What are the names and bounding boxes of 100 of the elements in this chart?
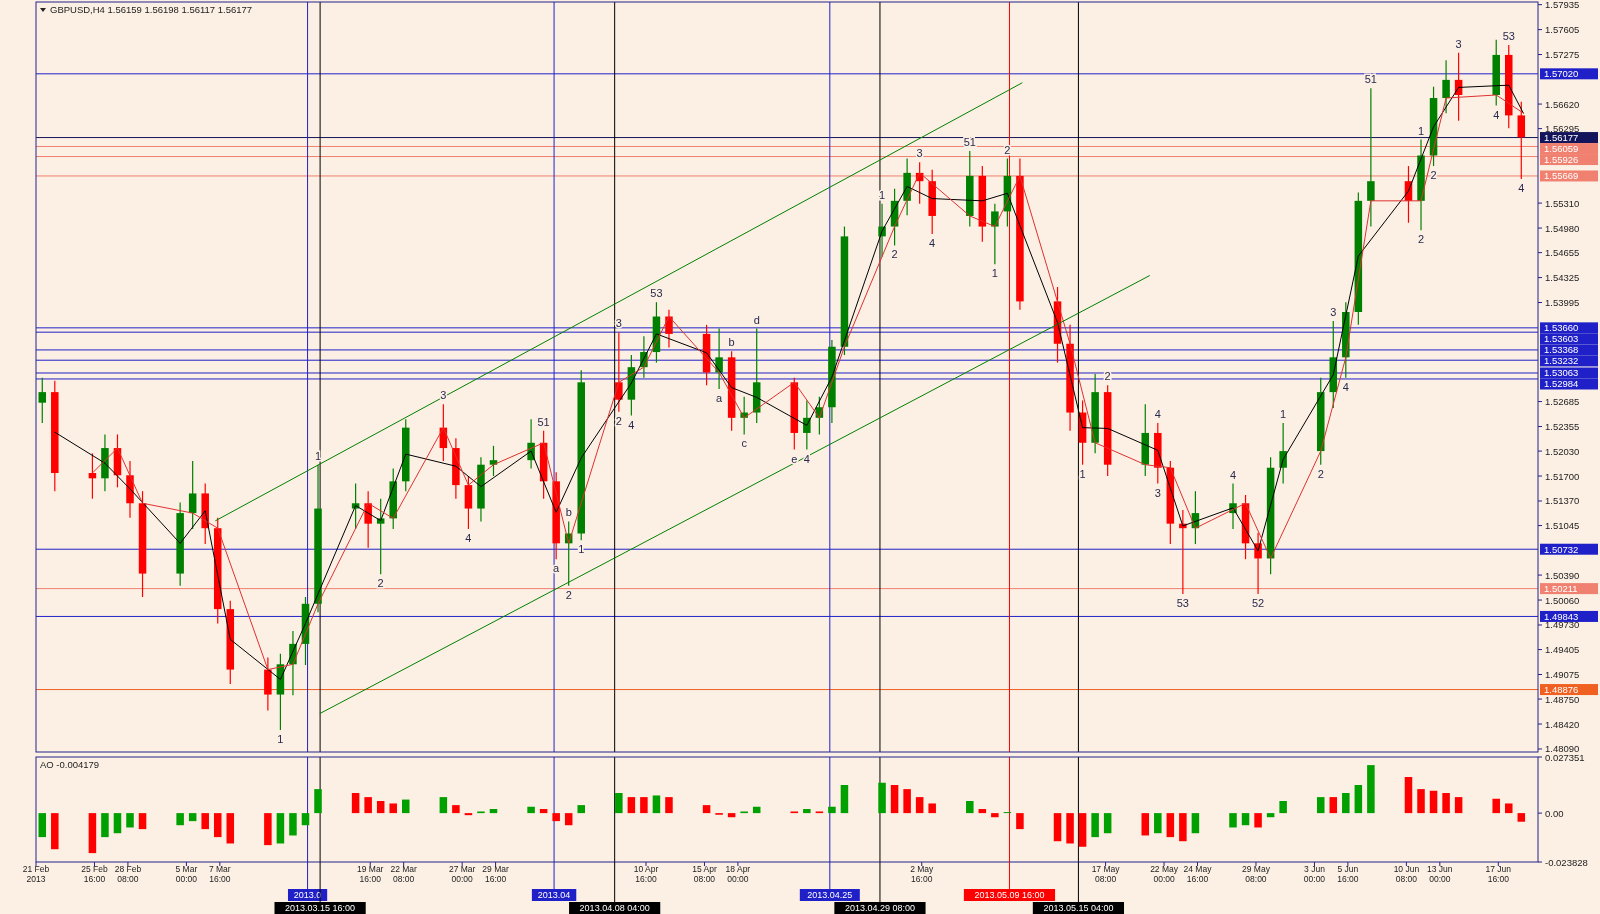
- ref-line-label: 2013.05.15 04:00: [1043, 903, 1114, 913]
- annotation: b: [728, 336, 735, 349]
- annotation: 2: [565, 588, 572, 601]
- x-tick-label: 29 May 08:00: [1242, 864, 1271, 884]
- ref-line-label: 1.53063: [1544, 367, 1579, 379]
- annotation: 1: [878, 188, 886, 201]
- annotation: 2: [1104, 370, 1111, 383]
- ref-line-label: 2013.05.09 16:00: [974, 890, 1045, 900]
- x-tick-label: 29 Mar 16:00: [482, 864, 509, 884]
- annotation: 2: [377, 577, 384, 590]
- annotation: 4: [1518, 181, 1525, 194]
- x-tick-label: 10 Jun 08:00: [1393, 864, 1420, 884]
- annotation: 53: [1176, 596, 1189, 609]
- x-tick-label: 24 May 16:00: [1183, 864, 1213, 884]
- x-tick-label: 27 Mar 00:00: [448, 864, 476, 884]
- annotation: 4: [1493, 108, 1500, 121]
- y-tick-label: 1.48420: [1545, 718, 1580, 730]
- ref-line-label: 2013.04.08 04:00: [579, 903, 650, 913]
- annotation: 53: [650, 287, 663, 300]
- x-tick-label: 3 Jun 00:00: [1303, 864, 1326, 884]
- x-tick-label: 21 Feb 2013: [22, 864, 50, 884]
- y-tick-label: 1.49730: [1545, 619, 1580, 631]
- y-tick-label: 1.57275: [1545, 49, 1580, 61]
- chart-title: GBPUSD,H4 1.56159 1.56198 1.56117 1.56177: [50, 4, 253, 15]
- annotation: 4: [1342, 380, 1349, 393]
- y-tick-label: 1.51700: [1545, 470, 1580, 482]
- y-tick-label: 0.00: [1545, 807, 1564, 819]
- ref-line-label: 1.53660: [1544, 322, 1579, 334]
- y-tick-label: 1.54325: [1545, 272, 1580, 284]
- annotation: 3: [1455, 37, 1462, 50]
- annotation: c: [741, 437, 748, 450]
- ref-line-label: 2013.0: [293, 890, 322, 900]
- y-tick-label: 1.57605: [1545, 24, 1580, 36]
- x-tick-label: 28 Feb 08:00: [114, 864, 142, 884]
- ref-line-label: 2013.04.29 08:00: [844, 903, 915, 913]
- y-tick-label: 1.52685: [1545, 396, 1580, 408]
- ref-line-label: 1.55669: [1544, 170, 1579, 182]
- x-tick-label: 15 Apr 08:00: [692, 864, 717, 884]
- x-tick-label: 2 May 16:00: [910, 864, 935, 884]
- annotation: 1: [1280, 408, 1287, 421]
- annotation: b: [565, 506, 572, 519]
- ref-line-label: 1.50732: [1544, 543, 1579, 555]
- annotation: 1: [1417, 124, 1425, 137]
- annotation: 3: [1154, 486, 1161, 499]
- ref-line-label: 1.53232: [1544, 355, 1579, 367]
- x-tick-label: 13 Jun 00:00: [1427, 864, 1453, 884]
- y-tick-label: 1.52355: [1545, 421, 1580, 433]
- annotation: 2: [1430, 169, 1437, 182]
- annotation: 3: [916, 147, 923, 160]
- ref-line-label: 1.53603: [1544, 333, 1579, 345]
- annotation: 51: [537, 415, 550, 428]
- ref-line-label: 1.49843: [1544, 610, 1579, 622]
- x-tick-label: 5 Mar 00:00: [175, 864, 198, 884]
- annotation: e: [791, 452, 798, 465]
- annotation: 4: [628, 418, 635, 431]
- annotation: 3: [1330, 306, 1337, 319]
- annotation: 2: [1417, 233, 1425, 246]
- annotation: 1: [1079, 467, 1086, 480]
- annotation: 1: [991, 267, 998, 280]
- annotation: 1: [314, 449, 322, 462]
- annotation: 4: [465, 531, 472, 544]
- ref-line-label: 1.53368: [1544, 344, 1579, 356]
- annotation: 3: [615, 317, 622, 330]
- chart-title: AO -0.004179: [40, 759, 100, 770]
- annotation: 2: [615, 414, 622, 427]
- x-tick-label: 22 May 00:00: [1150, 864, 1179, 884]
- y-tick-label: 1.50390: [1545, 569, 1580, 581]
- annotation: 52: [1251, 596, 1265, 609]
- x-tick-label: 17 Jun 16:00: [1485, 864, 1512, 884]
- ref-line-label: 1.56059: [1544, 143, 1579, 155]
- ref-line-label: 1.52984: [1544, 378, 1579, 390]
- ref-line-label: 1.57020: [1544, 68, 1579, 80]
- y-tick-label: -0.023828: [1545, 856, 1588, 868]
- ref-line-label: 1.56177: [1544, 132, 1579, 144]
- annotation: d: [753, 313, 760, 326]
- y-tick-label: 1.55310: [1545, 197, 1580, 209]
- annotation: 3: [440, 389, 447, 402]
- annotation: 1: [277, 733, 284, 746]
- annotation: 1: [578, 543, 585, 556]
- y-tick-label: 1.53995: [1545, 297, 1580, 309]
- x-tick-label: 25 Feb 16:00: [81, 864, 108, 884]
- y-tick-label: 1.50060: [1545, 594, 1580, 606]
- y-tick-label: 1.54980: [1545, 222, 1580, 234]
- x-tick-label: 7 Mar 16:00: [208, 864, 231, 884]
- x-tick-label: 10 Apr 16:00: [633, 864, 659, 884]
- y-tick-label: 1.56620: [1545, 98, 1580, 110]
- x-tick-label: 22 Mar 08:00: [390, 864, 418, 884]
- y-tick-label: 1.49405: [1545, 644, 1580, 656]
- ref-line-label: 1.48876: [1544, 684, 1579, 696]
- y-tick-label: 1.51370: [1545, 495, 1580, 507]
- annotation: 2: [891, 248, 898, 261]
- ref-line-label: 1.50211: [1544, 583, 1578, 595]
- annotation: 4: [929, 237, 936, 250]
- x-tick-label: 18 Apr 00:00: [725, 864, 751, 884]
- annotation: 51: [1364, 73, 1377, 86]
- ref-line-label: 2013.03.15 16:00: [285, 903, 356, 913]
- annotation: 51: [963, 135, 976, 148]
- y-tick-label: 1.52030: [1545, 445, 1580, 457]
- y-tick-label: 1.54655: [1545, 247, 1580, 259]
- ref-line-label: 1.55926: [1544, 154, 1579, 166]
